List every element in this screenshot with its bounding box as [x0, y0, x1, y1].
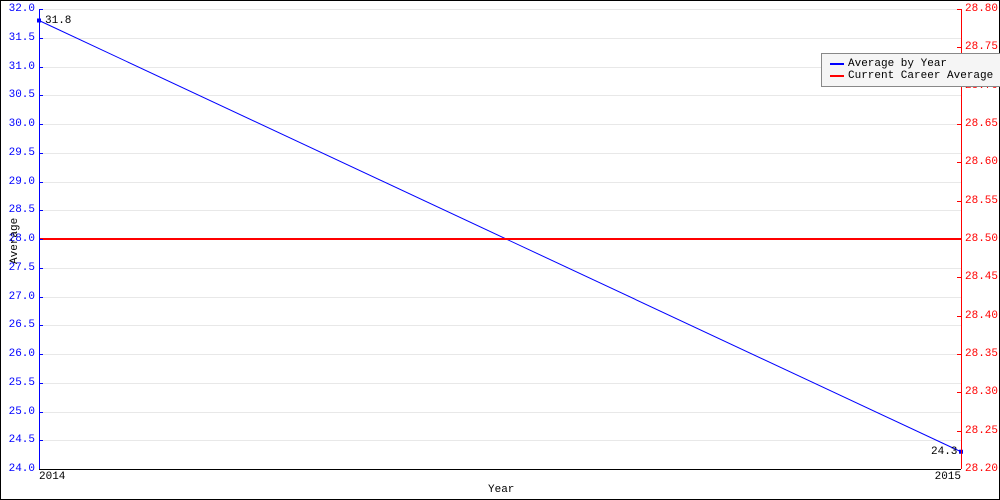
data-point-label: 31.8 [45, 15, 71, 27]
y-right-tick-label: 28.80 [965, 3, 998, 15]
chart-container: 24.024.525.025.526.026.527.027.528.028.5… [0, 0, 1000, 500]
y-left-tick-label: 25.0 [1, 406, 35, 418]
legend-label: Average by Year [848, 58, 947, 70]
y-left-axis-line [39, 9, 40, 469]
y-right-tick-label: 28.40 [965, 310, 998, 322]
legend-item: Current Career Average [830, 70, 993, 82]
x-axis-baseline [39, 469, 961, 470]
x-tick-label: 2015 [921, 471, 961, 483]
y-left-tick-label: 26.0 [1, 348, 35, 360]
y-right-tick-label: 28.55 [965, 195, 998, 207]
legend-item: Average by Year [830, 58, 993, 70]
y-right-tick-label: 28.50 [965, 233, 998, 245]
y-right-tick-label: 28.65 [965, 118, 998, 130]
x-axis-title: Year [488, 484, 514, 496]
y-right-tick-label: 28.75 [965, 41, 998, 53]
y-left-tick-label: 24.0 [1, 463, 35, 475]
y-axis-title: Average [9, 218, 21, 264]
y-right-tick-label: 28.25 [965, 425, 998, 437]
y-left-tick-label: 30.0 [1, 118, 35, 130]
y-left-tick-label: 30.5 [1, 89, 35, 101]
legend-swatch [830, 75, 844, 77]
y-right-tick-label: 28.35 [965, 348, 998, 360]
y-left-tick-label: 28.5 [1, 204, 35, 216]
y-left-tick-label: 24.5 [1, 434, 35, 446]
y-right-tick-label: 28.30 [965, 386, 998, 398]
y-left-tick-label: 29.0 [1, 176, 35, 188]
y-right-tick-label: 28.60 [965, 156, 998, 168]
y-left-tick-label: 31.0 [1, 61, 35, 73]
x-tick-label: 2014 [39, 471, 79, 483]
y-right-tick-label: 28.20 [965, 463, 998, 475]
y-right-tick-label: 28.45 [965, 271, 998, 283]
y-left-tick-label: 27.0 [1, 291, 35, 303]
data-point-label: 24.3 [931, 446, 957, 458]
legend: Average by YearCurrent Career Average [821, 53, 1000, 87]
y-left-tick-label: 29.5 [1, 147, 35, 159]
legend-swatch [830, 63, 844, 65]
legend-label: Current Career Average [848, 70, 993, 82]
y-left-tick-label: 26.5 [1, 319, 35, 331]
y-left-tick-label: 32.0 [1, 3, 35, 15]
y-left-tick-label: 31.5 [1, 32, 35, 44]
y-left-tick-label: 25.5 [1, 377, 35, 389]
